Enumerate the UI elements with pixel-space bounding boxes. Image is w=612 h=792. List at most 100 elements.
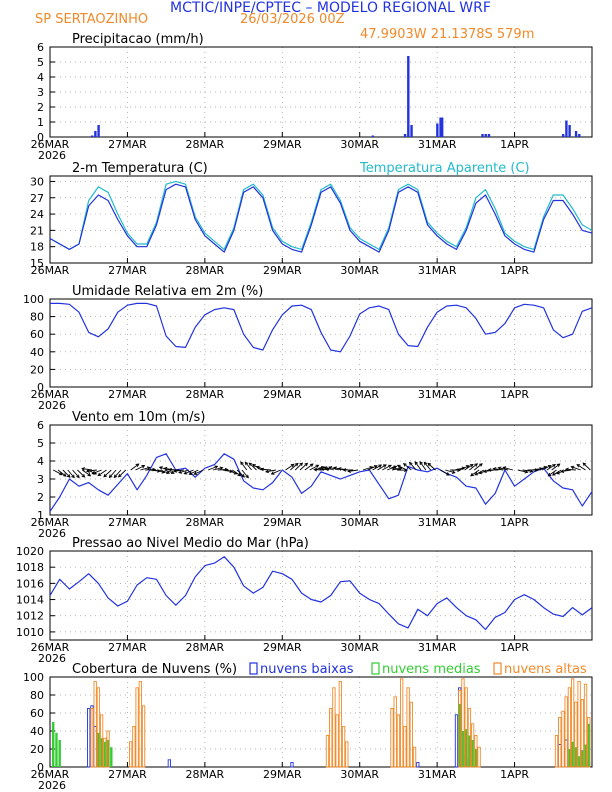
cloud-bar-nuvens-altas [587,717,591,768]
wind-arrow [248,462,257,471]
wind-arrow [232,469,241,477]
wind-arrow [517,469,528,473]
panel5-xtick-label: 28MAR [186,641,225,654]
wind-arrow-head [332,466,337,470]
cloud-bar-nuvens-altas [103,737,107,768]
wind-arrow [561,469,572,473]
wind-arrow-head [482,469,487,474]
panel5-xtick-label: 27MAR [108,641,147,654]
cloud-bar-nuvens-medias [100,738,103,767]
wind-arrow [140,467,151,471]
wind-arrow-head [113,474,118,479]
wind-arrow [470,469,480,477]
wind-arrow [473,463,483,471]
wind-arrow [372,464,382,471]
cloud-bar-nuvens-altas [132,726,136,768]
panel3-xtick-label: 1APR [500,388,529,401]
wind-arrow [97,469,107,476]
precip-bar [436,123,439,137]
cloud-bar-nuvens-altas [570,678,575,768]
cloud-bar-nuvens-altas [461,678,465,768]
cloud-bar-nuvens-altas [338,681,343,768]
wind-arrow [271,469,281,475]
wind-arrow [240,461,248,471]
cloud-bar-nuvens-altas [583,683,588,768]
panel5-xtick-label: 31MAR [418,641,457,654]
panel4-ytick-label: 5 [37,437,44,450]
cloud-bar-nuvens-medias [587,723,590,767]
cloud-bar-nuvens-altas [129,741,133,768]
cloud-bar-nuvens-altas [409,701,413,768]
panel2-xtick-label: 1APR [500,264,529,277]
wind-arrow [260,468,272,471]
precip-bar [484,134,487,137]
panel2-title: 2-m Temperatura (C) [72,161,208,176]
panel3-ytick-label: 80 [30,311,44,324]
wind-arrow-head [313,467,318,472]
panel4-frame [49,424,593,516]
wind-arrow-head [479,463,483,467]
cloud-bar-nuvens-altas [470,723,475,768]
panel4-xtick-label: 26MAR [31,516,70,529]
panel6-ytick-label: 100 [23,671,44,684]
cloud-bar-nuvens-altas [106,730,110,768]
wind-arrow [189,469,199,475]
wind-arrow [109,469,117,478]
legend-label: nuvens altas [504,662,587,677]
cloud-bar-nuvens-altas [329,708,333,768]
panel2-xtick-label: 30MAR [340,264,379,277]
wind-arrow-head [318,466,323,471]
wind-arrow-head [414,461,418,465]
precip-bar [440,117,444,137]
wind-arrow-head [241,473,245,478]
wind-arrow-head [146,466,151,470]
wind-arrow [130,463,139,471]
panel6-ytick-label: 60 [30,707,44,720]
cloud-bar-nuvens-medias [52,722,55,767]
precip-bar [439,117,442,137]
wind-arrow-head [337,467,342,471]
wind-arrow-head [309,463,314,467]
precip-bar [407,56,410,137]
wind-arrow-head [245,474,249,479]
wind-arrow [164,469,175,474]
panel5-xtick-label: 30MAR [340,641,379,654]
wind-arrow [409,462,417,471]
wind-arrow [118,469,127,478]
wind-arrow-head [178,470,183,474]
cloud-bar-nuvens-baixas [454,714,459,768]
series-line-Temperatura-Aparente [49,180,593,250]
wind-arrow-head [564,467,569,472]
precip-bar [561,134,565,137]
wind-arrow [290,463,299,471]
wind-arrow [498,467,509,471]
wind-arrow-head [168,467,172,472]
panel1-year-label: 2026 [38,149,66,162]
wind-arrow-head [237,472,242,477]
wind-arrow [541,465,552,471]
wind-arrow-head [163,466,168,471]
cloud-bar-nuvens-altas [99,714,104,768]
cloud-bar-nuvens-altas [561,710,565,768]
wind-arrow-head [240,461,244,466]
precip-bar [403,134,407,137]
panel6-ytick-label: 0 [37,761,44,774]
wind-arrow-head [402,462,407,467]
panel6-xtick-label: 28MAR [186,768,225,781]
wind-arrow [212,467,223,471]
cloud-bar-nuvens-medias [97,732,100,767]
wind-arrow [403,463,412,471]
wind-arrow [173,469,184,472]
cloud-bar-nuvens-altas [396,714,401,768]
cloud-bar-nuvens-altas [96,687,101,768]
cloud-bar-nuvens-altas [141,705,146,768]
wind-arrow-head [388,464,392,469]
panel6-xtick-label: 1APR [500,768,529,781]
wind-arrow-head [85,469,90,473]
panel3-xtick-label: 31MAR [418,388,457,401]
panel6-frame [49,676,593,768]
wind-arrow-head [552,463,556,468]
wind-arrow-head [492,467,497,471]
series-line-Pressao [49,556,593,631]
cloud-bar-nuvens-medias [458,704,461,767]
